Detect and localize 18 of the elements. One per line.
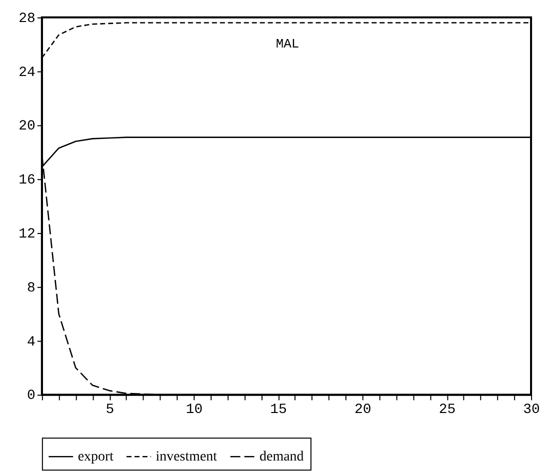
y-tick-label: 16 bbox=[18, 172, 36, 189]
y-tick-label: 20 bbox=[18, 118, 36, 135]
y-tick-label: 28 bbox=[18, 10, 36, 27]
x-tick-label: 20 bbox=[354, 402, 372, 418]
x-tick-label: 30 bbox=[523, 402, 540, 418]
text: MAL bbox=[276, 36, 300, 52]
y-tick-label: 24 bbox=[18, 64, 36, 81]
legend-label: export bbox=[78, 450, 114, 465]
x-tick-label: 25 bbox=[438, 402, 456, 418]
x-tick-label: 10 bbox=[186, 402, 203, 418]
legend-label: investment bbox=[156, 450, 218, 465]
y-tick-label: 12 bbox=[18, 226, 36, 242]
x-tick-label: 15 bbox=[270, 402, 287, 418]
legend-label: demand bbox=[260, 450, 304, 465]
x-tick-label: 5 bbox=[106, 402, 114, 418]
y-tick-label: 8 bbox=[27, 280, 36, 296]
y-tick-label: 4 bbox=[27, 334, 36, 350]
y-tick-label: 0 bbox=[27, 388, 36, 404]
